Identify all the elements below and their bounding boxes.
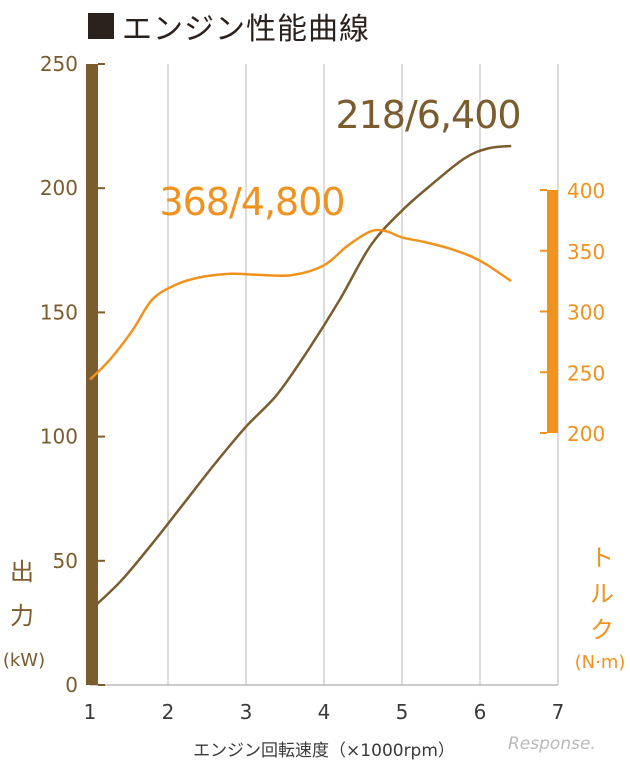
- right-axis-label-char: ク: [590, 616, 614, 644]
- chart-title: エンジン性能曲線: [88, 6, 370, 47]
- x-tick-label: 3: [240, 700, 253, 724]
- right-axis-label-char: ト: [590, 544, 614, 572]
- right-tick-label: 200: [567, 422, 605, 446]
- right-axis-label-char: ル: [590, 580, 614, 608]
- left-tick-label: 50: [53, 549, 78, 573]
- left-tick-label: 250: [40, 52, 78, 76]
- chart-title-text: エンジン性能曲線: [122, 12, 370, 47]
- x-tick-label: 7: [552, 700, 565, 724]
- x-tick-label: 1: [84, 700, 97, 724]
- right-axis-unit: (N·m): [575, 652, 626, 673]
- right-tick-label: 300: [567, 301, 605, 325]
- right-axis-bar: [547, 190, 558, 433]
- torque-peak-annotation: 368/4,800: [159, 180, 344, 224]
- title-square-icon: [88, 13, 114, 39]
- response-watermark: Response.: [508, 734, 596, 754]
- left-axis-label-char: 出: [10, 558, 34, 586]
- left-axis-unit: (kW): [3, 650, 45, 671]
- power-peak-annotation: 218/6,400: [335, 93, 520, 137]
- x-tick-label: 4: [318, 700, 331, 724]
- power-series-line: [89, 144, 512, 612]
- x-axis-label: エンジン回転速度（×1000rpm）: [193, 741, 455, 761]
- left-tick-label: 100: [40, 425, 78, 449]
- left-tick-label: 200: [40, 176, 78, 200]
- right-tick-label: 350: [567, 240, 605, 264]
- right-tick-label: 250: [567, 361, 605, 385]
- x-tick-label: 2: [162, 700, 175, 724]
- left-tick-label: 150: [40, 300, 78, 324]
- x-tick-label: 5: [396, 700, 409, 724]
- right-tick-label: 400: [567, 179, 605, 203]
- x-tick-label: 6: [474, 700, 487, 724]
- left-axis-bar: [86, 64, 98, 685]
- torque-series-line: [89, 228, 512, 381]
- left-axis-label-char: 力: [10, 602, 34, 630]
- left-tick-label: 0: [65, 673, 78, 697]
